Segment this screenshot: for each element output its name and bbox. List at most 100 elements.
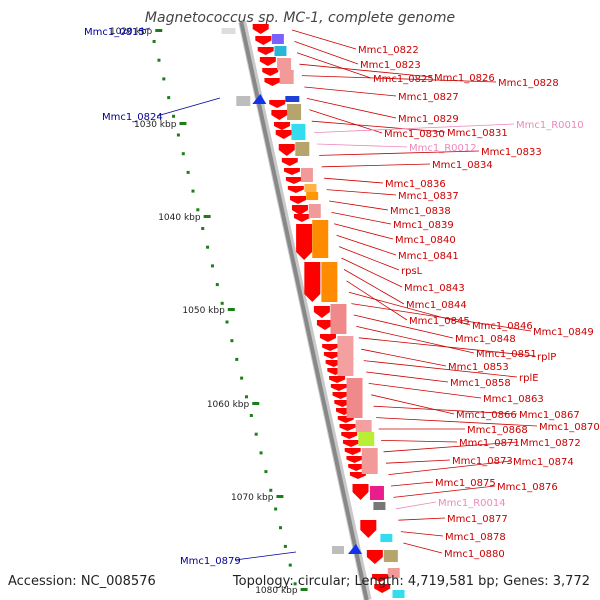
label-leader [314, 123, 515, 133]
gene-arrow [339, 424, 356, 431]
ruler-dot [244, 395, 248, 399]
gene-bar [392, 590, 405, 598]
gene-arrow [269, 100, 286, 108]
gene-bar [355, 420, 372, 432]
label-leader [341, 257, 403, 288]
gene-arrow [366, 550, 383, 564]
ruler-dot [186, 170, 190, 174]
gene-bar [361, 448, 378, 474]
label-leader-left [234, 551, 297, 561]
ruler-dot [220, 301, 224, 305]
gene-bar [306, 192, 319, 200]
gene-arrow [259, 57, 276, 66]
gene-arrow [316, 320, 333, 330]
reverse-gene-bar [331, 546, 344, 554]
reverse-gene-arrow [252, 94, 267, 104]
gene-label: Mmc1_0875 [435, 478, 496, 489]
gene-label: Mmc1_0840 [395, 235, 456, 246]
label-leader [356, 326, 475, 354]
gene-label: Mmc1_0873 [452, 456, 513, 467]
gene-label: Mmc1_0874 [513, 457, 574, 468]
ruler-dot [269, 488, 273, 492]
label-leader [395, 501, 437, 510]
gene-bar [287, 104, 302, 120]
gene-arrow [334, 400, 351, 407]
label-leader [326, 189, 397, 196]
label-leader [331, 212, 392, 225]
gene-arrow [285, 177, 302, 184]
gene-label: rplE [519, 373, 539, 384]
ruler-tick-label: 1020 kbp [110, 27, 153, 37]
gene-label: Mmc1_0845 [409, 316, 470, 327]
label-leader [368, 383, 482, 399]
gene-bar [321, 262, 338, 302]
gene-bar [346, 378, 363, 418]
ruler-dot [264, 470, 268, 474]
gene-label-left: Mmc1_0824 [102, 112, 163, 123]
label-leader [398, 517, 446, 521]
ruler-dot [157, 58, 161, 62]
label-leader [346, 280, 408, 321]
gene-bar [308, 204, 321, 218]
ruler-dot [206, 245, 210, 249]
gene-arrow [257, 47, 274, 55]
ruler-dot [210, 264, 214, 268]
label-leader [333, 223, 394, 240]
gene-arrow [322, 344, 339, 351]
gene-label: Mmc1_R0010 [516, 120, 584, 131]
accession-text: Accession: NC_008576 [8, 574, 156, 589]
ruler-tick-label: 1030 kbp [134, 120, 177, 130]
gene-label: Mmc1_0822 [358, 45, 419, 56]
gene-arrow [255, 36, 272, 45]
label-leader [358, 337, 536, 357]
genome-backbone [238, 21, 372, 600]
ruler-tick-mark [155, 29, 163, 32]
backbone-line [239, 21, 369, 600]
gene-label: Mmc1_0841 [398, 251, 459, 262]
ruler-dot [191, 189, 195, 193]
label-leader [385, 459, 451, 464]
label-leader [376, 417, 538, 427]
gene-label: Mmc1_0829 [398, 114, 459, 125]
gene-label: Mmc1_0858 [450, 378, 511, 389]
label-leaders [138, 27, 538, 561]
gene-label: Mmc1_0846 [472, 321, 533, 332]
gene-bar [304, 184, 317, 192]
ruler-dot [196, 208, 200, 212]
label-leader [388, 460, 512, 475]
gene-arrow [291, 205, 308, 215]
gene-label: Mmc1_0870 [539, 422, 600, 433]
gene-label-left: Mmc1_0879 [180, 556, 241, 567]
reverse-gene-arrow [347, 544, 362, 554]
gene-arrow [374, 584, 391, 593]
ruler-dot [259, 451, 263, 455]
ruler-dot [176, 133, 180, 137]
gene-arrow [341, 432, 358, 439]
gene-bar [383, 550, 398, 562]
gene-arrow [348, 464, 365, 471]
ruler-dot [215, 283, 219, 287]
gene-label: Mmc1_R0014 [438, 498, 506, 509]
ruler-tick-label: 1050 kbp [182, 306, 225, 316]
ruler-tick-mark [276, 495, 284, 498]
ruler-dot [240, 376, 244, 380]
gene-arrow [275, 130, 292, 139]
ruler-tick-label: 1080 kbp [255, 586, 298, 596]
label-leader [311, 120, 446, 133]
label-leader [393, 485, 496, 498]
label-leader [299, 63, 433, 78]
label-leader [390, 481, 434, 487]
label-leader [371, 394, 455, 415]
label-leader [403, 542, 443, 554]
topology-text: Topology: circular; Length: 4,719,581 bp… [232, 574, 590, 589]
ruler-dot [274, 507, 278, 511]
gene-label: Mmc1_0867 [519, 410, 580, 421]
ruler-tick-label: 1070 kbp [231, 493, 274, 503]
gene-label: Mmc1_0844 [406, 300, 467, 311]
gene-bar [380, 534, 393, 542]
gene-bar [279, 70, 294, 84]
gene-label: rpsL [401, 266, 423, 277]
gene-label: Mmc1_0837 [398, 191, 459, 202]
gene-arrow [273, 122, 290, 130]
